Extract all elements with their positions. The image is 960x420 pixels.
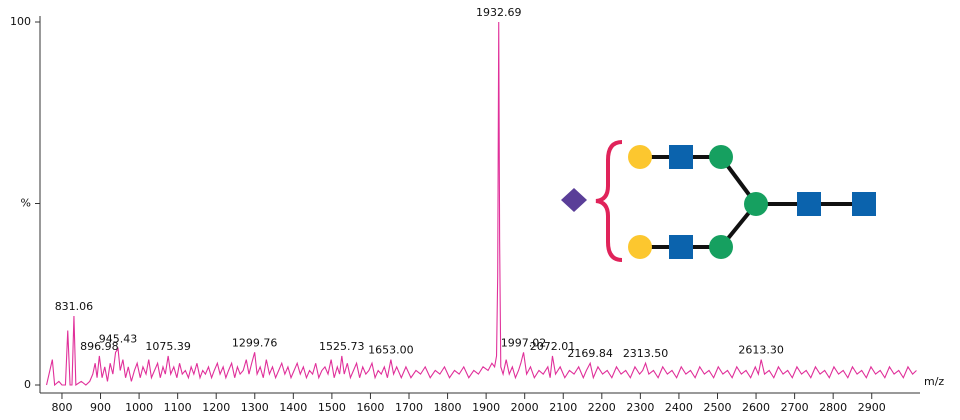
x-tick-label: 1300 [241,401,269,414]
y-tick-label: % [21,197,31,210]
x-tick-label: 2600 [742,401,770,414]
x-tick-label: 2500 [703,401,731,414]
x-tick-label: 2000 [511,401,539,414]
spectrum-line [46,21,917,387]
peak-label: 1997.02 [501,336,547,349]
x-tick-label: 2700 [781,401,809,414]
y-tick-label: 0 [24,378,31,391]
x-tick-label: 1200 [202,401,230,414]
mannose [709,145,733,169]
x-tick-label: 1400 [279,401,307,414]
x-tick-label: 800 [51,401,72,414]
x-tick-label: 1700 [395,401,423,414]
x-tick-label: 2800 [819,401,847,414]
x-tick-label: 1600 [356,401,384,414]
x-tick-label: 1800 [434,401,462,414]
glcnac [797,192,821,216]
peak-label: 896.98 [80,340,119,353]
peak-label: 1932.69 [476,6,522,19]
peak-label: 1525.73 [319,340,365,353]
peak-label: 1075.39 [145,340,191,353]
mannose [744,192,768,216]
x-tick-label: 2300 [626,401,654,414]
glcnac [852,192,876,216]
x-tick-label: 900 [90,401,111,414]
peak-label: 1299.76 [232,336,278,349]
galactose [628,235,652,259]
x-tick-label: 1500 [318,401,346,414]
glycan-diagram [561,140,876,262]
bracket [595,140,623,262]
x-tick-label: 1900 [472,401,500,414]
x-tick-label: 1000 [125,401,153,414]
x-tick-label: 2900 [858,401,886,414]
x-tick-label: 1100 [164,401,192,414]
galactose [628,145,652,169]
glcnac [669,235,693,259]
peak-label: 2169.84 [567,347,613,360]
x-tick-label: 2400 [665,401,693,414]
peak-label: 2613.30 [738,344,784,357]
x-tick-label: 2100 [549,401,577,414]
peak-label: 2072.01 [530,340,576,353]
x-axis-label: m/z [924,375,944,388]
peak-label: 2313.50 [623,347,669,360]
glcnac [669,145,693,169]
peak-label: 831.06 [55,300,94,313]
x-tick-label: 2200 [588,401,616,414]
sialic-acid [561,188,587,212]
peak-label: 1653.00 [368,344,414,357]
y-tick-label: 100 [10,15,31,28]
peak-label: 945.43 [99,333,138,346]
mannose [709,235,733,259]
